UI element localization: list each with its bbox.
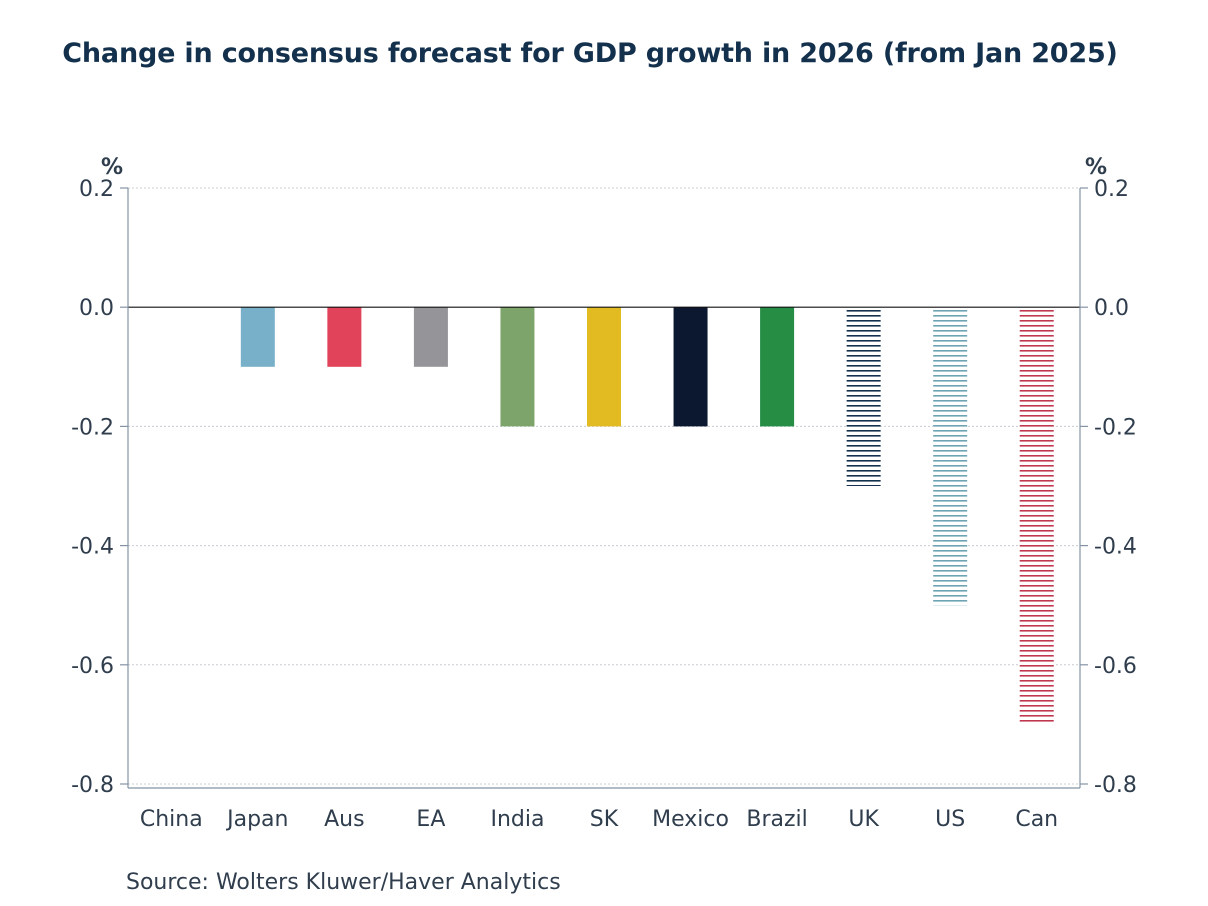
bar-india — [500, 307, 535, 427]
bar-sk — [587, 307, 621, 427]
bar-aus — [327, 307, 362, 367]
left-y-tick-label: -0.6 — [71, 654, 114, 679]
right-y-tick-label: -0.6 — [1094, 654, 1137, 679]
chart-title: Change in consensus forecast for GDP gro… — [62, 38, 1118, 69]
bar-can — [1019, 307, 1054, 725]
x-tick-label-china: China — [140, 807, 203, 832]
axes — [120, 187, 1088, 789]
x-tick-label-ea: EA — [416, 807, 445, 832]
x-tick-label-japan: Japan — [225, 807, 288, 832]
left-y-tick-label: -0.2 — [71, 415, 114, 440]
x-tick-label-aus: Aus — [324, 807, 364, 832]
bar-ea — [413, 307, 448, 367]
right-y-tick-label: -0.2 — [1094, 415, 1137, 440]
right-y-tick-label: -0.8 — [1094, 773, 1137, 798]
source-note: Source: Wolters Kluwer/Haver Analytics — [126, 870, 561, 895]
left-y-unit: % — [101, 155, 123, 180]
x-tick-label-us: US — [935, 807, 965, 832]
x-tick-label-india: India — [490, 807, 544, 832]
left-y-tick-label: -0.8 — [71, 773, 114, 798]
bar-chart: 0.2 0.2 0.0 0.0 -0.2 -0.2 -0.4 -0.4 -0.6 -0.6 -0.8… — [71, 155, 1137, 832]
left-y-tick-label: 0.2 — [79, 177, 114, 202]
axis-labels: 0.2 0.2 0.0 0.0 -0.2 -0.2 -0.4 -0.4 -0.6 -0.6 -0.8… — [71, 155, 1137, 832]
x-tick-label-sk: SK — [590, 807, 619, 832]
x-tick-label-can: Can — [1015, 807, 1058, 832]
bar-brazil — [760, 307, 795, 427]
left-y-tick-label: -0.4 — [71, 535, 114, 560]
x-tick-label-mexico: Mexico — [652, 807, 729, 832]
right-y-tick-label: 0.2 — [1094, 177, 1129, 202]
right-y-tick-label: -0.4 — [1094, 535, 1137, 560]
bar-uk — [846, 307, 881, 486]
bar-us — [933, 307, 968, 606]
right-y-tick-label: 0.0 — [1094, 296, 1129, 321]
bars — [240, 307, 1054, 725]
bar-mexico — [673, 307, 708, 427]
right-y-unit: % — [1085, 155, 1107, 180]
bar-japan — [240, 307, 275, 367]
left-y-tick-label: 0.0 — [79, 296, 114, 321]
x-tick-label-uk: UK — [848, 807, 879, 832]
x-tick-label-brazil: Brazil — [746, 807, 807, 832]
